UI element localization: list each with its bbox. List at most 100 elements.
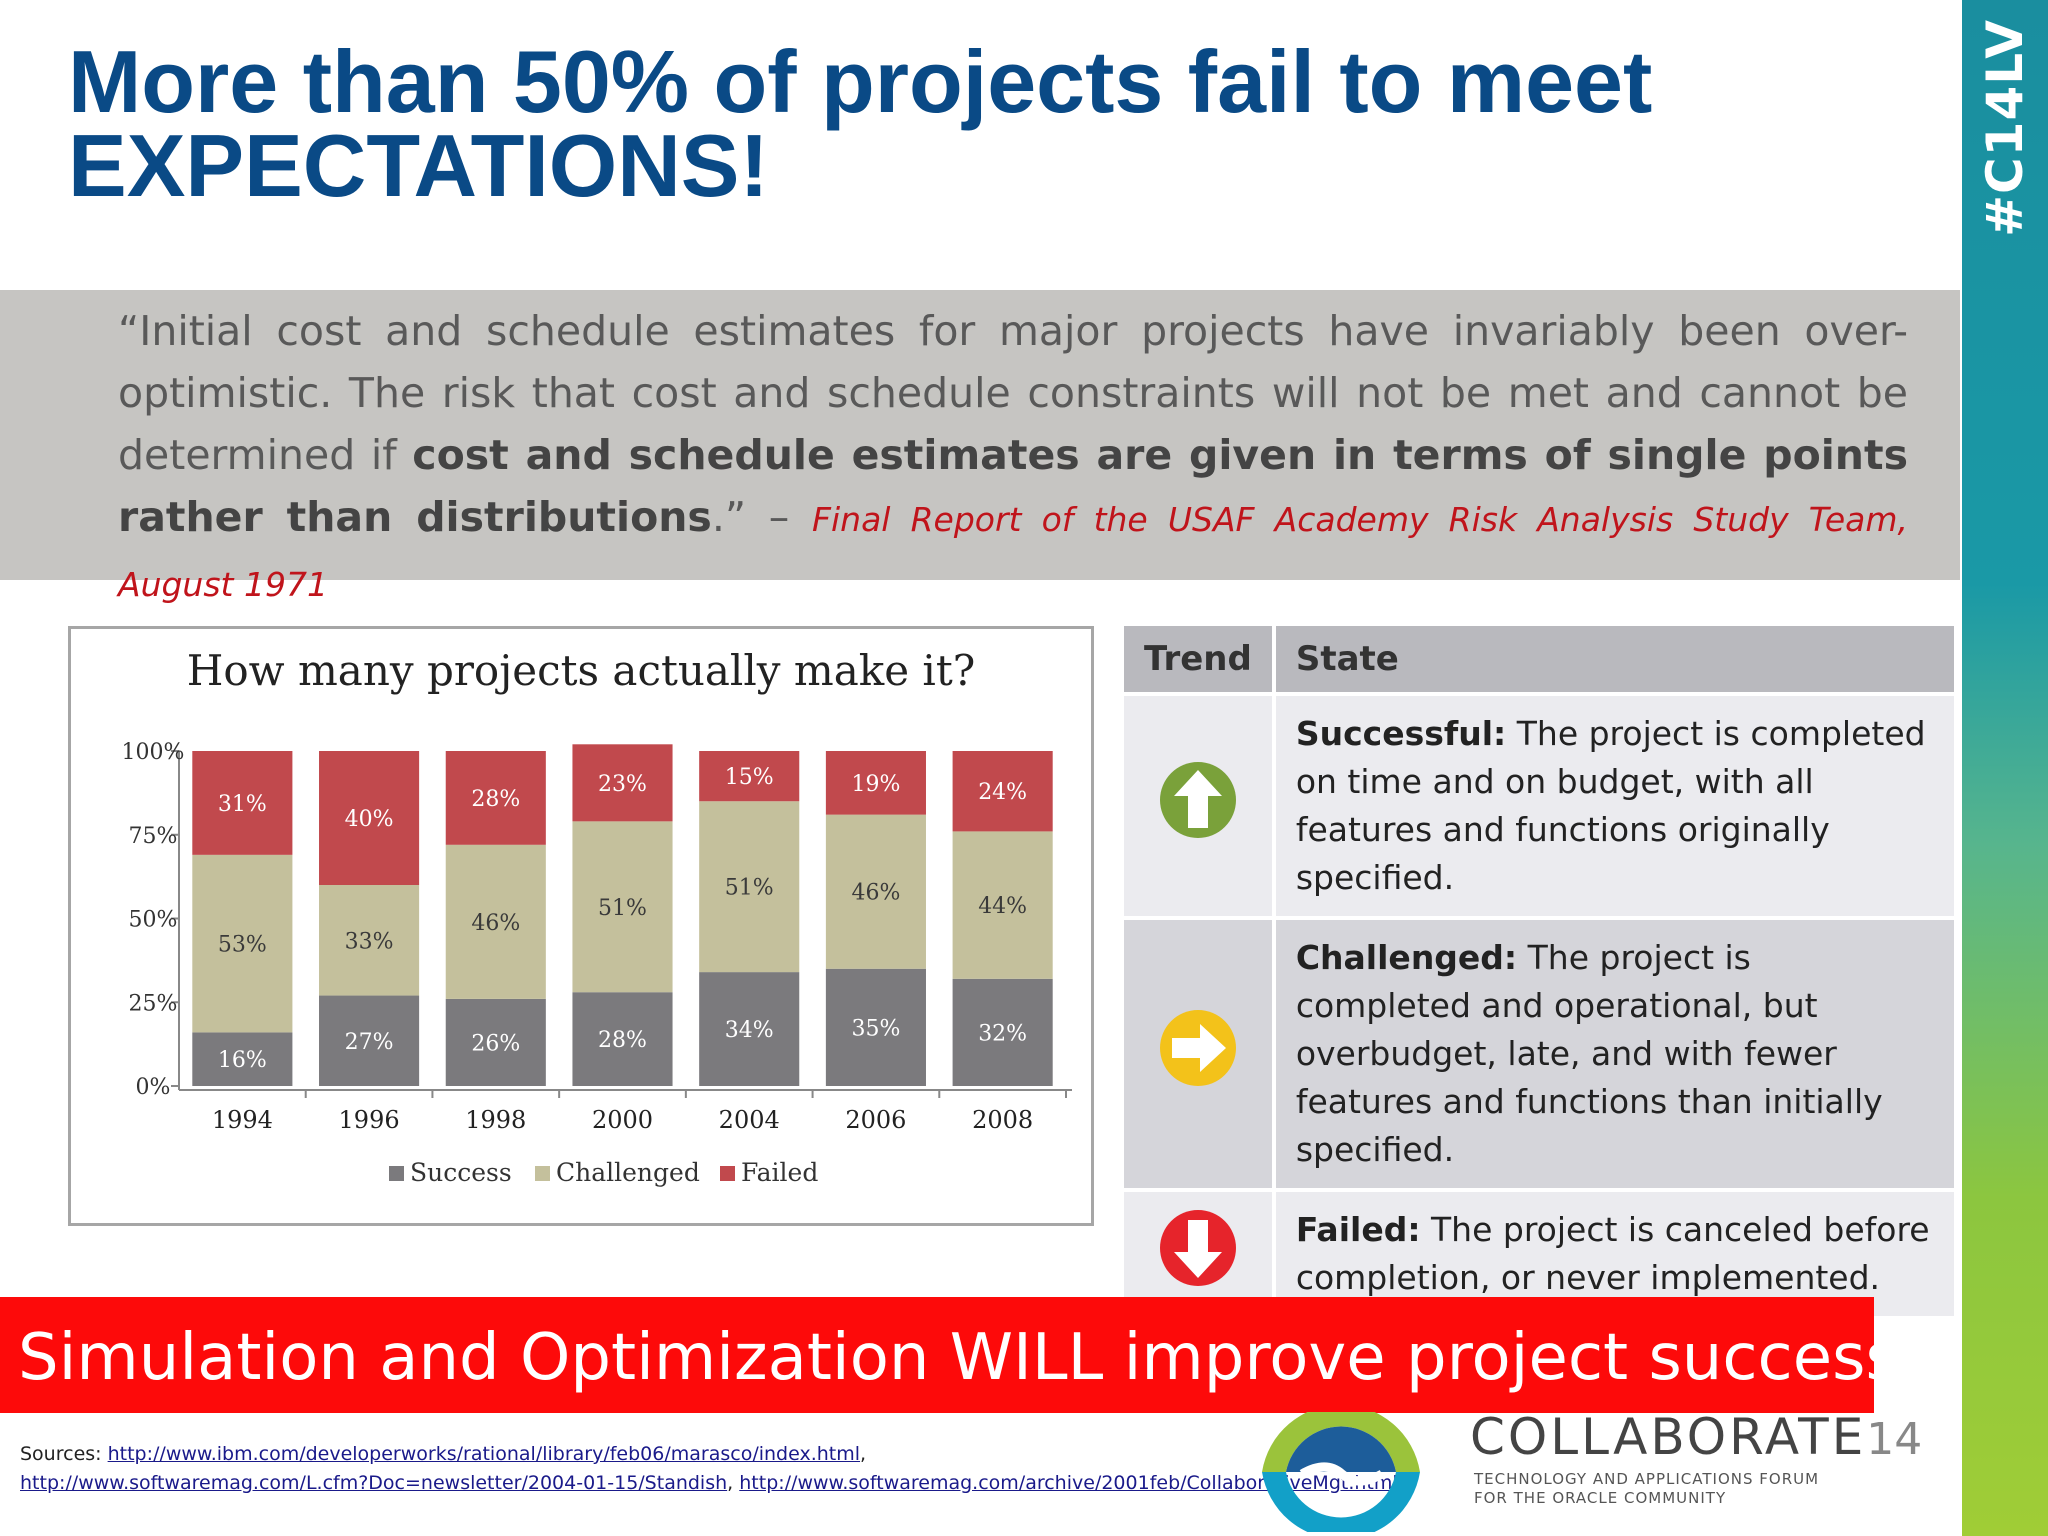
source-link-ibm[interactable]: http://www.ibm.com/developerworks/ration… — [107, 1443, 861, 1465]
logo-number: 14 — [1866, 1414, 1923, 1465]
logo-tagline-2: FOR THE ORACLE COMMUNITY — [1474, 1489, 1727, 1507]
state-description: The project is completed and operational… — [1295, 938, 1883, 1169]
logo-tagline-1: TECHNOLOGY AND APPLICATIONS FORUM — [1474, 1470, 1820, 1488]
quote-text: “Initial cost and schedule estimates for… — [118, 300, 1908, 616]
trend-cell — [1124, 696, 1276, 920]
data-label: 31% — [218, 792, 267, 817]
legend-swatch — [720, 1166, 735, 1181]
bar-segment — [319, 751, 420, 885]
bar-segment — [572, 821, 673, 993]
quote-part-2: .” – — [711, 493, 812, 541]
collaborate-logo-text: COLLABORATE14 — [1470, 1408, 1922, 1466]
up-arrow-icon — [1159, 761, 1236, 838]
y-tick-label: 75% — [129, 824, 178, 849]
bar-segment — [699, 801, 800, 973]
x-tick-label: 2008 — [972, 1106, 1033, 1134]
y-tick-label: 50% — [129, 908, 178, 933]
header-state: State — [1275, 626, 1958, 696]
legend-label: Challenged — [556, 1158, 700, 1187]
data-label: 33% — [345, 929, 394, 954]
hashtag-label: #C14LV — [1976, 19, 2034, 237]
right-arrow-icon — [1159, 1009, 1236, 1086]
bar-segment — [192, 854, 293, 1033]
sources-footnote: Sources: http://www.ibm.com/developerwor… — [20, 1440, 1440, 1498]
bar-segment — [952, 751, 1053, 832]
data-label: 46% — [851, 881, 900, 906]
bar-segment — [952, 978, 1053, 1086]
conclusion-text: Simulation and Optimization WILL improve… — [18, 1321, 1899, 1395]
y-tick-label: 0% — [136, 1075, 171, 1100]
table-row-challenged: Challenged: The project is completed and… — [1124, 920, 1958, 1192]
table-row-successful: Successful: The project is completed on … — [1124, 696, 1958, 920]
x-tick-label: 1998 — [465, 1106, 526, 1134]
bar-segment — [319, 995, 420, 1086]
sources-label: Sources: — [20, 1443, 108, 1465]
bar-segment — [445, 844, 546, 999]
data-label: 46% — [471, 911, 520, 936]
bar-segment — [825, 751, 926, 815]
data-label: 28% — [471, 787, 520, 812]
y-tick-label: 25% — [129, 991, 178, 1016]
data-label: 35% — [851, 1016, 900, 1041]
quote-emphasis: cost and schedule estimates are given in… — [118, 431, 1908, 541]
quote-part-1: “Initial cost and schedule estimates for… — [118, 307, 1908, 479]
state-cell: Successful: The project is completed on … — [1275, 696, 1958, 920]
x-tick-label: 2006 — [845, 1106, 906, 1134]
x-tick-label: 2004 — [719, 1106, 780, 1134]
source-link-standish[interactable]: http://www.softwaremag.com/L.cfm?Doc=new… — [20, 1472, 728, 1494]
legend-swatch — [389, 1166, 404, 1181]
data-label: 34% — [725, 1018, 774, 1043]
state-label: Challenged: — [1295, 938, 1518, 977]
state-description: The project is canceled before completio… — [1295, 1210, 1930, 1297]
logo-tagline: TECHNOLOGY AND APPLICATIONS FORUM FOR THE… — [1474, 1470, 1819, 1508]
state-label: Successful: — [1295, 714, 1507, 753]
data-label: 24% — [978, 780, 1027, 805]
state-cell: Challenged: The project is completed and… — [1275, 920, 1958, 1192]
source-link-collaborative[interactable]: http://www.softwaremag.com/archive/2001f… — [739, 1472, 1398, 1494]
title-line-2: EXPECTATIONS! — [68, 116, 769, 215]
data-label: 53% — [218, 933, 267, 958]
bar-segment — [319, 885, 420, 996]
data-label: 27% — [345, 1030, 394, 1055]
data-label: 15% — [725, 765, 774, 790]
bar-segment — [572, 744, 673, 822]
logo-name: COLLABORATE — [1470, 1408, 1867, 1466]
data-label: 40% — [345, 807, 394, 832]
chart-title: How many projects actually make it? — [187, 646, 975, 695]
page-title: More than 50% of projects fail to meet E… — [68, 38, 1888, 210]
bar-segment — [192, 1032, 293, 1086]
data-label: 26% — [471, 1031, 520, 1056]
state-label: Failed: — [1295, 1210, 1421, 1249]
sources-separator: , — [860, 1443, 867, 1465]
data-label: 23% — [598, 772, 647, 797]
bar-segment — [825, 968, 926, 1086]
x-tick-label: 2000 — [592, 1106, 653, 1134]
data-label: 51% — [725, 876, 774, 901]
x-tick-label: 1996 — [339, 1106, 400, 1134]
sources-separator: , — [727, 1472, 740, 1494]
legend-label: Failed — [741, 1158, 818, 1187]
table-header-row: Trend State — [1124, 626, 1958, 696]
y-tick-label: 100% — [122, 740, 185, 765]
bar-segment — [445, 751, 546, 845]
title-line-1: More than 50% of projects fail to meet — [68, 32, 1653, 131]
bar-segment — [699, 972, 800, 1086]
data-label: 32% — [978, 1021, 1027, 1046]
data-label: 44% — [978, 894, 1027, 919]
legend-label: Success — [410, 1158, 512, 1187]
trend-cell — [1124, 920, 1276, 1192]
data-label: 19% — [851, 772, 900, 797]
quote-citation: Final Report of the USAF Academy Risk An… — [118, 500, 1908, 604]
bar-segment — [952, 831, 1053, 979]
state-description: The project is completed on time and on … — [1295, 714, 1926, 897]
stacked-bar-chart: How many projects actually make it? 0% 25%… — [122, 646, 1072, 1187]
trend-state-table: Trend State Successful: The project is c… — [1124, 626, 1958, 1320]
x-tick-label: 1994 — [212, 1106, 273, 1134]
data-label: 51% — [598, 896, 647, 921]
quote-band — [0, 290, 1960, 580]
bar-segment — [445, 998, 546, 1086]
chart-panel: How many projects actually make it? 0% 25%… — [68, 626, 1094, 1226]
bar-segment — [572, 992, 673, 1086]
collaborate-logo-icon — [1262, 1412, 1420, 1532]
bar-segment — [192, 751, 293, 855]
